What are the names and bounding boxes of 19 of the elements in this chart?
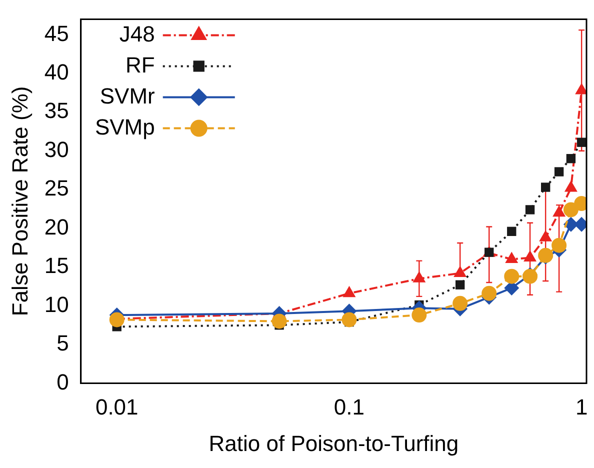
y-tick-label: 35 — [44, 98, 69, 124]
y-tick-label: 30 — [44, 136, 69, 162]
legend-label: RF — [126, 52, 155, 78]
y-tick-label: 25 — [44, 176, 69, 201]
y-tick-label: 5 — [56, 330, 69, 356]
y-tick-label: 10 — [44, 292, 69, 317]
x-tick-label: 1 — [575, 394, 588, 420]
y-axis-title: False Positive Rate (%) — [7, 86, 32, 316]
x-tick-label: 0.1 — [334, 394, 365, 420]
x-tick-label: 0.01 — [95, 394, 138, 420]
y-tick-label: 40 — [44, 59, 69, 84]
x-axis-title: Ratio of Poison-to-Turfing — [208, 430, 459, 456]
legend-label: J48 — [119, 21, 155, 46]
legend-label: SVMp — [94, 114, 155, 140]
y-tick-label: 45 — [44, 20, 69, 46]
legend-label: SVMr — [100, 83, 155, 108]
y-tick-label: 0 — [56, 369, 69, 394]
y-tick-label: 15 — [44, 253, 69, 278]
y-tick-label: 20 — [44, 214, 69, 240]
